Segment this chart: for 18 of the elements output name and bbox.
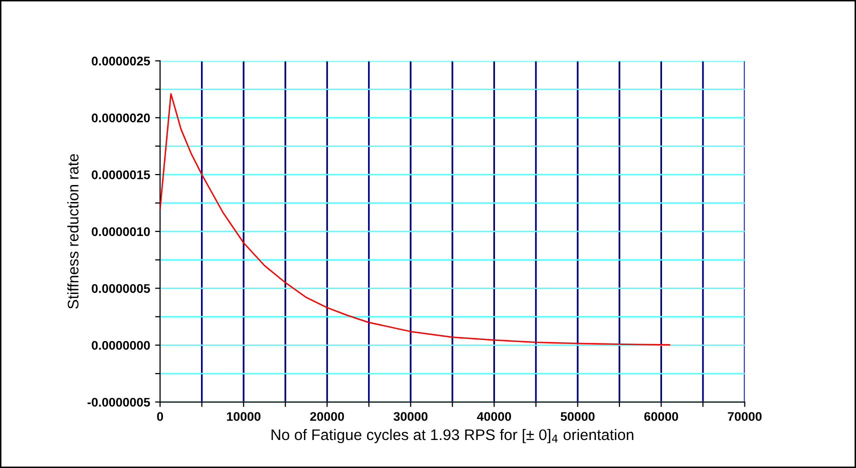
- y-tick-label: 0.0000010: [92, 227, 150, 236]
- y-tick-label: 0.0000020: [92, 114, 150, 122]
- y-tick-label: 0.0000025: [92, 56, 150, 66]
- line-series: [160, 93, 670, 346]
- x-tick-label: 20000: [310, 412, 344, 421]
- x-tick-label: 40000: [476, 412, 512, 421]
- y-tick-label: 0.0000000: [92, 340, 150, 350]
- x-tick-label: 10000: [227, 412, 260, 421]
- x-tick-label: 60000: [644, 412, 678, 421]
- x-tick-label: 30000: [394, 412, 428, 421]
- y-axis-title: Stiffness reduction rate: [67, 154, 79, 309]
- y-tick-label: 0.0000015: [92, 170, 150, 180]
- y-tick-label: 0.0000005: [92, 284, 150, 293]
- x-axis-title: No of Fatigue cycles at 1.93 RPS for [± 0]$_{4}$ orientation: [272, 428, 634, 444]
- x-tick-label: 0: [157, 412, 164, 421]
- x-tick-label: 70000: [728, 412, 762, 421]
- x-tick-label: 50000: [560, 412, 595, 421]
- y-tick-label: -0.0000005: [88, 398, 150, 407]
